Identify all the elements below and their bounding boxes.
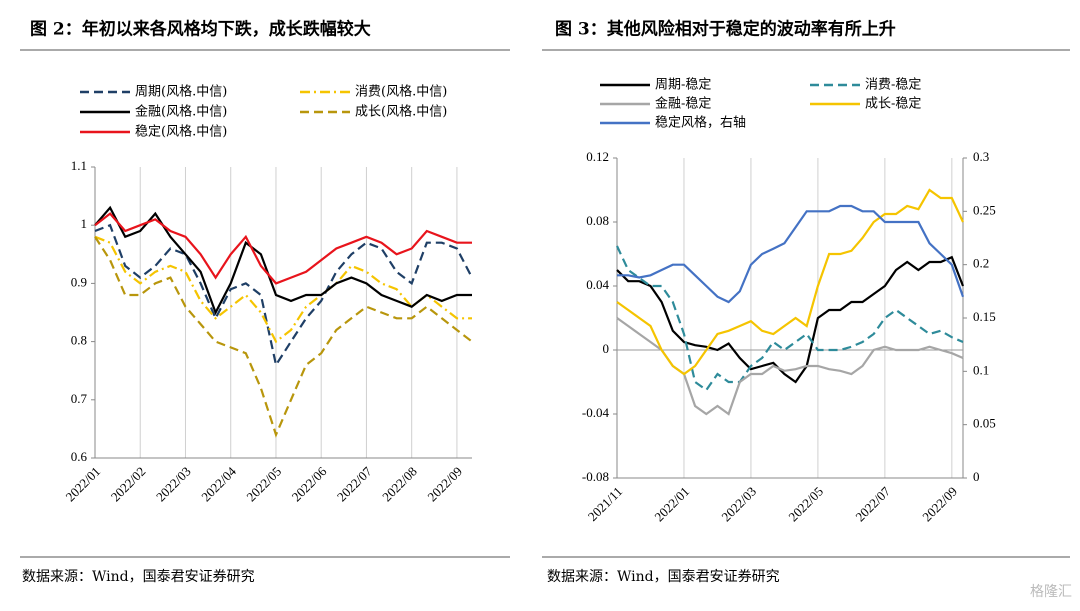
series-line [616, 255, 965, 384]
y-tick-label: -0.08 [582, 469, 609, 484]
legend-label: 成长-稳定 [865, 96, 921, 112]
series-line [616, 188, 964, 376]
x-tick-label: 2022/04 [198, 463, 239, 504]
y2-tick-label: 0.05 [973, 416, 996, 431]
y2-tick-label: 0.25 [973, 202, 996, 217]
chart-title: 图 3：其他风险相对于稳定的波动率有所上升 [555, 19, 896, 40]
x-tick-label: 2022/03 [718, 484, 759, 525]
series-line [94, 205, 472, 316]
legend-label: 消费(风格.中信) [355, 84, 447, 100]
y-tick-label: -0.04 [582, 405, 610, 420]
chart-title: 图 2：年初以来各风格均下跌，成长跌幅较大 [30, 19, 371, 40]
source: 数据来源：Wind，国泰君安证券研究 [22, 569, 255, 585]
y-tick-label: 0.8 [71, 333, 87, 348]
y-tick-label: 0.04 [586, 277, 609, 292]
x-tick-label: 2022/03 [153, 464, 194, 505]
series-line [94, 223, 473, 368]
x-tick-label: 2022/09 [424, 464, 465, 505]
x-tick-label: 2022/07 [852, 483, 893, 524]
legend-label: 成长(风格.中信) [355, 104, 447, 120]
x-tick-label: 2022/02 [108, 464, 149, 505]
legend-label: 稳定风格，右轴 [655, 115, 746, 131]
y-tick-label: 0.9 [71, 274, 87, 289]
x-tick-label: 2022/05 [243, 464, 284, 505]
series-line [616, 317, 964, 416]
y2-tick-label: 0.1 [973, 362, 989, 377]
x-tick-label: 2022/01 [651, 484, 692, 525]
legend-label: 周期(风格.中信) [135, 84, 227, 100]
legend-label: 稳定(风格.中信) [135, 124, 227, 140]
x-tick-label: 2022/06 [289, 463, 330, 504]
series-line [94, 235, 472, 344]
y2-tick-label: 0 [973, 469, 980, 484]
y-tick-label: 1.1 [71, 158, 87, 173]
series-line [617, 204, 965, 304]
y2-tick-label: 0.2 [973, 256, 989, 271]
x-tick-label: 2022/05 [785, 484, 826, 525]
x-tick-label: 2022/08 [379, 464, 420, 505]
y-tick-label: 0.08 [586, 213, 609, 228]
y-tick-label: 0 [603, 341, 610, 356]
source: 数据来源：Wind，国泰君安证券研究 [547, 569, 780, 585]
series-line [94, 212, 472, 285]
watermark: 格隆汇 [1030, 584, 1072, 600]
y2-tick-label: 0.3 [973, 149, 989, 164]
series-line [94, 236, 473, 438]
y-tick-label: 0.12 [586, 149, 609, 164]
legend-label: 金融-稳定 [655, 96, 711, 112]
series-line [616, 245, 964, 392]
x-tick-label: 2022/07 [334, 463, 375, 504]
x-tick-label: 2021/11 [585, 484, 625, 524]
legend-label: 消费-稳定 [865, 77, 921, 93]
x-tick-label: 2022/01 [62, 464, 103, 505]
y-tick-label: 1 [81, 216, 88, 231]
legend-label: 金融(风格.中信) [135, 104, 227, 120]
y-tick-label: 0.7 [71, 391, 88, 406]
x-tick-label: 2022/09 [919, 484, 960, 525]
y-tick-label: 0.6 [71, 449, 88, 464]
legend-label: 周期-稳定 [655, 77, 711, 93]
y2-tick-label: 0.15 [973, 309, 996, 324]
